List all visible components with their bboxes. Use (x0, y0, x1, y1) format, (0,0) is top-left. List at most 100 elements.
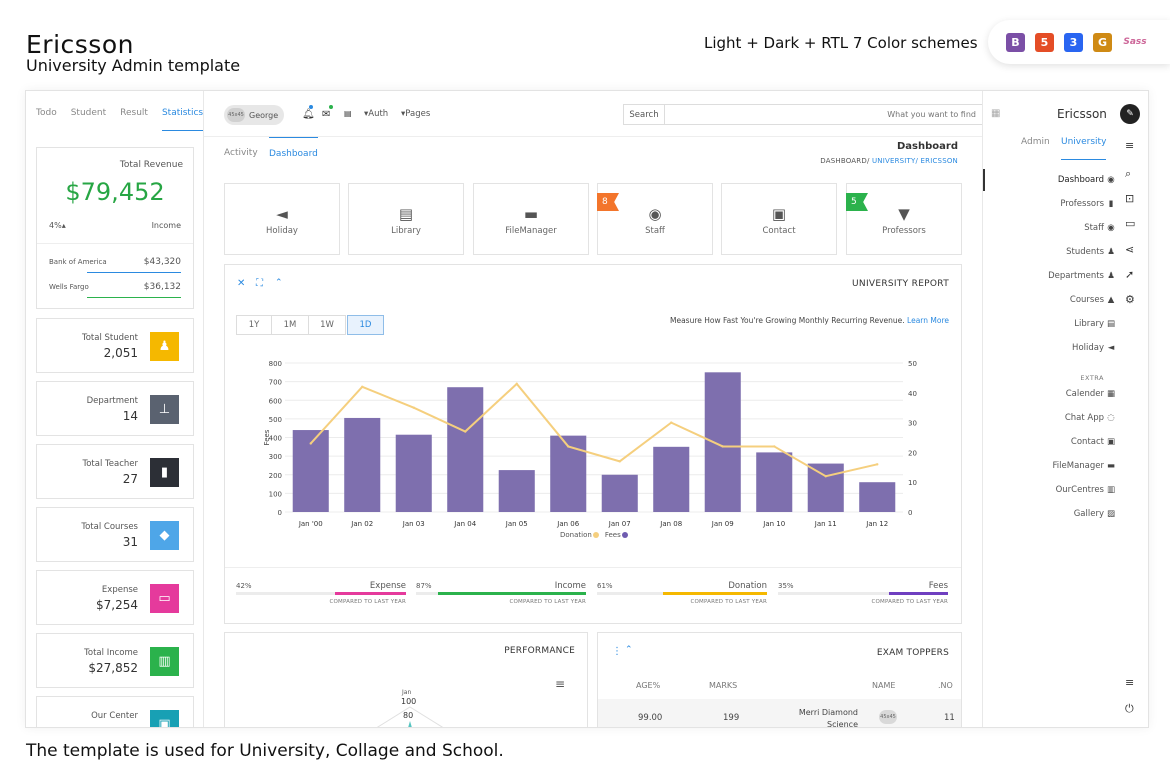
align-icon[interactable]: ≡ (1125, 139, 1135, 152)
auth-menu[interactable]: ▾Auth (364, 109, 389, 119)
learn-more-link[interactable]: Learn More (907, 316, 949, 325)
stat-card-department[interactable]: Department 14 ⊥ (36, 381, 194, 436)
sidebar-item-calender[interactable]: Calender (1065, 389, 1104, 399)
pages-menu[interactable]: ▾Pages (401, 109, 431, 119)
share-icon[interactable]: ⋖ (1125, 243, 1135, 256)
metric-fill (334, 592, 406, 595)
breadcrumb-item[interactable]: ERICSSON (920, 157, 958, 165)
breadcrumb-item[interactable]: DASHBOARD/ (820, 157, 870, 165)
sidebar-item-holiday[interactable]: Holiday (1072, 343, 1104, 353)
user-circle-icon: ◉ (648, 205, 662, 223)
tile-filemanager[interactable]: ▬ FileManager (473, 183, 589, 255)
tile-contact[interactable]: ▣ Contact (721, 183, 837, 255)
search-icon[interactable]: ⌕ (1125, 167, 1132, 180)
stat-card-our-center[interactable]: Our Center ▣ (36, 696, 194, 727)
tab-todo[interactable]: Todo (36, 108, 57, 118)
folder-icon[interactable]: ▭ (1125, 217, 1136, 230)
stat-card-expense[interactable]: Expense $7,254 ▭ (36, 570, 194, 625)
tab-activity[interactable]: Activity (224, 148, 258, 158)
hamburger-icon[interactable]: ≡ (554, 677, 565, 691)
stat-card-total-income[interactable]: Total Income $27,852 ▥ (36, 633, 194, 688)
brand-logo-icon[interactable]: ✎ (1120, 104, 1140, 124)
sidebar-item-contact[interactable]: Contact (1070, 437, 1104, 447)
x-tick-label: Jan 10 (762, 520, 785, 528)
range-1d-button[interactable]: 1D (347, 315, 384, 335)
stat-value: $7,254 (96, 598, 138, 612)
bell-icon[interactable]: 🔔︎ (302, 109, 315, 120)
metric-fill (438, 592, 586, 595)
range-1w-button[interactable]: 1W (308, 315, 346, 335)
inbox-icon[interactable]: ⊡ (1125, 192, 1135, 205)
column-header: .NO (938, 681, 953, 690)
search-input[interactable] (665, 104, 983, 125)
sidebar-item-departments[interactable]: Departments (1048, 271, 1104, 281)
bar (704, 372, 741, 512)
gear-icon[interactable]: ⚙ (1125, 293, 1135, 306)
cell-marks: 199 (723, 713, 740, 723)
expand-icon[interactable]: ⛶ (256, 278, 263, 289)
chevron-up-icon[interactable]: ⌃ (275, 278, 283, 288)
tab-statistics[interactable]: Statistics (161, 108, 204, 131)
envelope-icon[interactable]: ✉ (322, 109, 331, 120)
sidebar-item-dashboard[interactable]: Dashboard (1057, 175, 1104, 185)
tile-label: Library (391, 226, 421, 236)
line-point (309, 442, 312, 445)
y2-tick-label: 0 (908, 509, 912, 517)
tile-holiday[interactable]: ◄ Holiday (224, 183, 340, 255)
chevron-up-icon[interactable]: ⌃ (625, 645, 633, 655)
line-point (773, 445, 776, 448)
user-menu[interactable]: 45x45 George (224, 105, 284, 125)
left-stats-panel: Todo Student Result Statistics Total Rev… (26, 91, 204, 727)
tab-result[interactable]: Result (120, 108, 148, 118)
exam-toppers-card: ⋮ ⌃ EXAM TOPPERS AGE% MARKS NAME .NO 99.… (597, 632, 962, 727)
x-tick-label: Jan 09 (711, 520, 734, 528)
stat-card-total-courses[interactable]: Total Courses 31 ◆ (36, 507, 194, 562)
performance-title: PERFORMANCE (504, 646, 575, 656)
sidebar-item-ourcentres[interactable]: OurCentres (1055, 485, 1104, 495)
sidebar-item-gallery[interactable]: Gallery (1073, 509, 1104, 519)
table-row[interactable] (598, 699, 961, 727)
sidebar-item-students[interactable]: Students (1066, 247, 1104, 257)
list-icon[interactable]: ≡ (1125, 676, 1135, 689)
user-name: George (249, 110, 279, 120)
sidebar-item-staff[interactable]: Staff (1084, 223, 1104, 233)
image-icon: ▨ (1106, 509, 1116, 519)
tile-label: Professors (882, 226, 926, 236)
grid-icon[interactable]: ▦ (991, 108, 1001, 119)
x-tick-label: Jan '00 (298, 520, 323, 528)
search-button[interactable]: Search (623, 104, 665, 125)
power-icon[interactable]: ⏻ (1125, 702, 1134, 715)
range-1y-button[interactable]: 1Y (236, 315, 272, 335)
chart-legend: Donation Fees (560, 531, 628, 539)
breadcrumb-item[interactable]: UNIVERSITY/ (871, 157, 919, 165)
tab-admin[interactable]: Admin (1021, 137, 1050, 147)
sidebar-item-library[interactable]: Library (1074, 319, 1104, 329)
rocket-icon[interactable]: ➚ (1125, 268, 1135, 281)
x-tick-label: Jan 08 (659, 520, 682, 528)
tab-dashboard[interactable]: Dashboard (269, 137, 318, 159)
close-icon[interactable]: ✕ (237, 278, 246, 289)
sidebar-item-chat-app[interactable]: Chat App (1064, 413, 1104, 423)
sidebar-item-courses[interactable]: Courses (1069, 295, 1104, 305)
folder-icon: ▬ (1106, 461, 1116, 471)
stat-card-total-teacher[interactable]: Total Teacher 27 ▮ (36, 444, 194, 499)
x-tick-label: Jan 05 (505, 520, 528, 528)
tab-student[interactable]: Student (70, 108, 107, 118)
stat-label: Department (86, 396, 138, 406)
sidebar-item-professors[interactable]: Professors (1060, 199, 1104, 209)
tile-professors[interactable]: 5 ▼ Professors (846, 183, 962, 255)
sass-icon: Sass (1122, 32, 1148, 52)
tile-library[interactable]: ▤ Library (348, 183, 464, 255)
more-vertical-icon[interactable]: ⋮ (612, 646, 622, 657)
metric-fees: 35% Fees COMPARED TO LAST YEAR (778, 578, 948, 608)
chat-icon: ◌ (1107, 413, 1115, 423)
stat-label: Total Income (84, 648, 138, 658)
stat-card-total-student[interactable]: Total Student 2,051 ♟ (36, 318, 194, 373)
clipboard-icon[interactable]: ▤ (344, 109, 352, 118)
sidebar-item-filemanager[interactable]: FileManager (1052, 461, 1104, 471)
tab-university[interactable]: University (1061, 137, 1107, 160)
revenue-label: Total Revenue (119, 160, 183, 170)
legend-item: Fees (605, 531, 628, 539)
tile-staff[interactable]: 8 ◉ Staff (597, 183, 713, 255)
line-point (567, 445, 570, 448)
